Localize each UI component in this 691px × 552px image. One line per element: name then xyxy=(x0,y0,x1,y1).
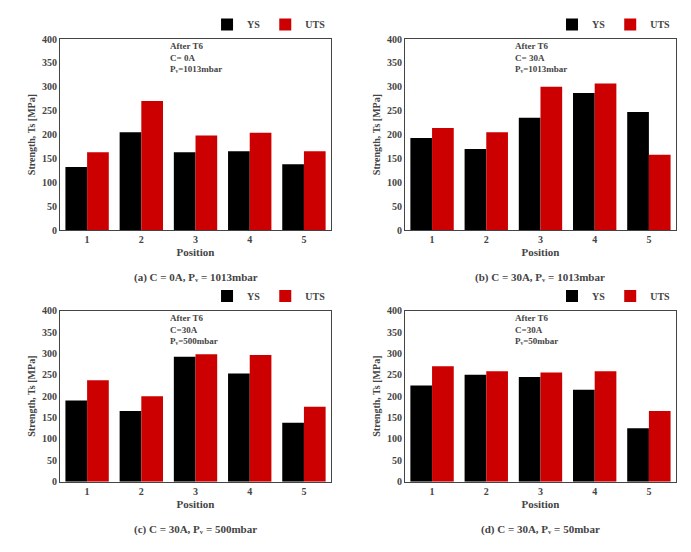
svg-text:(c) C = 30A, Pᵥ = 500mbar: (c) C = 30A, Pᵥ = 500mbar xyxy=(134,523,257,536)
svg-text:350: 350 xyxy=(387,57,402,68)
svg-text:After T6C=30APᵥ=50mbar: After T6C=30APᵥ=50mbar xyxy=(515,313,558,346)
svg-text:YS: YS xyxy=(247,291,260,302)
svg-text:2: 2 xyxy=(139,486,144,497)
svg-text:(d) C = 30A, Pᵥ = 50mbar: (d) C = 30A, Pᵥ = 50mbar xyxy=(481,523,600,536)
svg-text:0: 0 xyxy=(397,476,402,487)
svg-text:UTS: UTS xyxy=(305,291,325,302)
svg-text:Strength, Ts [MPa]: Strength, Ts [MPa] xyxy=(371,94,382,175)
svg-text:UTS: UTS xyxy=(650,291,670,302)
svg-text:UTS: UTS xyxy=(305,19,325,30)
svg-text:5: 5 xyxy=(646,486,651,497)
svg-text:Strength, Ts [MPa]: Strength, Ts [MPa] xyxy=(26,356,37,437)
svg-text:150: 150 xyxy=(387,153,402,164)
svg-text:200: 200 xyxy=(387,129,402,140)
svg-text:2: 2 xyxy=(484,486,489,497)
svg-text:300: 300 xyxy=(387,348,402,359)
svg-text:After T6C= 0APᵥ=1013mbar: After T6C= 0APᵥ=1013mbar xyxy=(170,41,222,74)
svg-text:4: 4 xyxy=(247,486,252,497)
svg-text:200: 200 xyxy=(387,391,402,402)
svg-text:400: 400 xyxy=(42,305,57,316)
svg-text:4: 4 xyxy=(247,234,252,245)
svg-text:3: 3 xyxy=(193,486,198,497)
svg-text:50: 50 xyxy=(392,201,402,212)
svg-text:100: 100 xyxy=(42,177,57,188)
svg-text:YS: YS xyxy=(247,19,260,30)
svg-text:350: 350 xyxy=(42,57,57,68)
svg-text:(a) C = 0A, Pᵥ = 1013mbar: (a) C = 0A, Pᵥ = 1013mbar xyxy=(134,271,258,284)
svg-text:250: 250 xyxy=(42,369,57,380)
svg-text:350: 350 xyxy=(387,327,402,338)
svg-text:300: 300 xyxy=(42,81,57,92)
svg-text:100: 100 xyxy=(387,433,402,444)
svg-text:250: 250 xyxy=(387,369,402,380)
svg-text:200: 200 xyxy=(42,129,57,140)
svg-text:5: 5 xyxy=(301,486,306,497)
svg-text:After T6C=30APᵥ=500mbar: After T6C=30APᵥ=500mbar xyxy=(170,313,218,346)
svg-text:150: 150 xyxy=(42,153,57,164)
svg-text:3: 3 xyxy=(538,234,543,245)
svg-text:4: 4 xyxy=(592,234,597,245)
svg-text:300: 300 xyxy=(42,348,57,359)
svg-text:After T6C= 30APᵥ=1013mbar: After T6C= 30APᵥ=1013mbar xyxy=(515,41,567,74)
svg-text:Position: Position xyxy=(177,498,215,510)
svg-text:4: 4 xyxy=(592,486,597,497)
svg-text:3: 3 xyxy=(538,486,543,497)
svg-text:250: 250 xyxy=(387,105,402,116)
svg-text:1: 1 xyxy=(430,234,435,245)
svg-text:Position: Position xyxy=(177,246,215,258)
svg-text:(b) C = 30A, Pᵥ = 1013mbar: (b) C = 30A, Pᵥ = 1013mbar xyxy=(475,271,605,284)
svg-text:5: 5 xyxy=(646,234,651,245)
svg-text:2: 2 xyxy=(139,234,144,245)
svg-text:50: 50 xyxy=(47,201,57,212)
svg-text:300: 300 xyxy=(387,81,402,92)
svg-text:150: 150 xyxy=(387,412,402,423)
svg-text:50: 50 xyxy=(392,455,402,466)
svg-text:200: 200 xyxy=(42,391,57,402)
svg-text:YS: YS xyxy=(592,19,605,30)
svg-text:3: 3 xyxy=(193,234,198,245)
svg-text:150: 150 xyxy=(42,412,57,423)
svg-text:2: 2 xyxy=(484,234,489,245)
svg-text:0: 0 xyxy=(52,225,57,236)
svg-text:YS: YS xyxy=(592,291,605,302)
svg-text:0: 0 xyxy=(52,476,57,487)
svg-text:0: 0 xyxy=(397,225,402,236)
svg-text:50: 50 xyxy=(47,455,57,466)
svg-text:1: 1 xyxy=(85,234,90,245)
svg-text:400: 400 xyxy=(387,34,402,45)
svg-text:100: 100 xyxy=(42,433,57,444)
svg-text:1: 1 xyxy=(430,486,435,497)
svg-text:UTS: UTS xyxy=(650,19,670,30)
svg-text:350: 350 xyxy=(42,327,57,338)
svg-text:400: 400 xyxy=(42,34,57,45)
svg-text:Strength, Ts [MPa]: Strength, Ts [MPa] xyxy=(26,94,37,175)
svg-text:Position: Position xyxy=(522,498,560,510)
svg-text:400: 400 xyxy=(387,305,402,316)
svg-text:250: 250 xyxy=(42,105,57,116)
svg-text:Position: Position xyxy=(522,246,560,258)
svg-text:5: 5 xyxy=(301,234,306,245)
svg-text:1: 1 xyxy=(85,486,90,497)
svg-text:Strength, Ts [MPa]: Strength, Ts [MPa] xyxy=(371,356,382,437)
svg-text:100: 100 xyxy=(387,177,402,188)
